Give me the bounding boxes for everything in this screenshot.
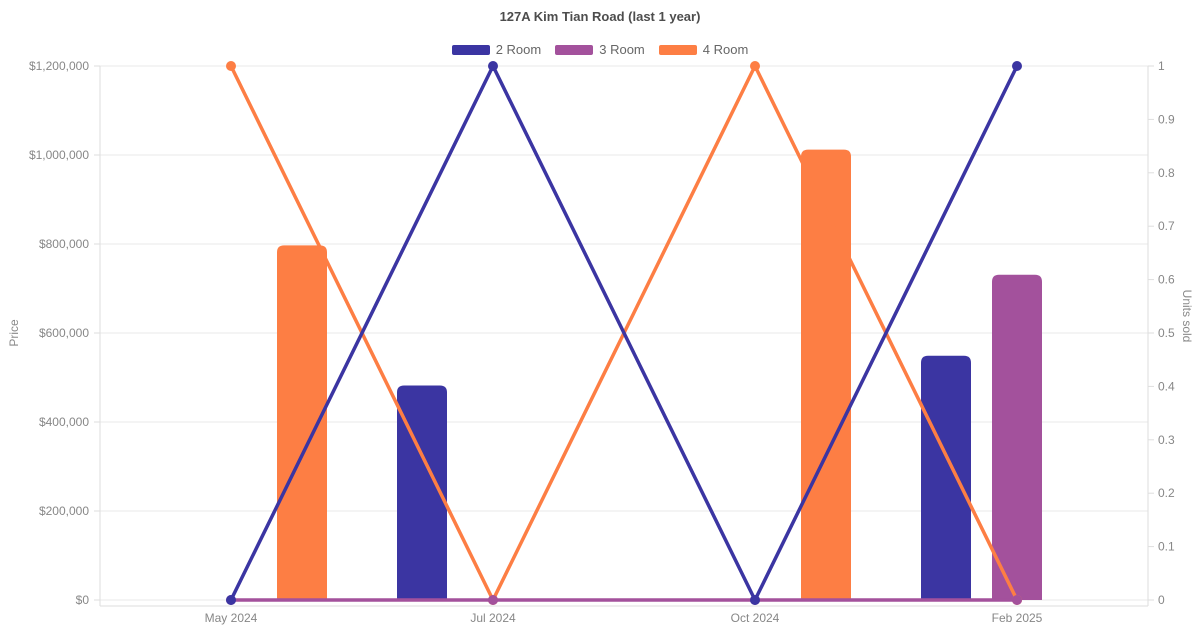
- point-4-room-oct-2024[interactable]: [750, 61, 760, 71]
- left-axis-tick-label: $0: [76, 593, 90, 607]
- right-axis-tick-label: 0: [1158, 593, 1165, 607]
- legend-label: 4 Room: [702, 42, 749, 57]
- x-axis-tick-label: May 2024: [205, 611, 258, 625]
- bar-4-room-may-2024[interactable]: [277, 245, 327, 600]
- right-axis-tick-label: 0.5: [1158, 326, 1175, 340]
- bar-3-room-feb-2025[interactable]: [992, 274, 1042, 600]
- line-2-room: [229, 64, 1019, 602]
- left-axis-tick-label: $800,000: [39, 237, 89, 251]
- x-axis-tick-label: Jul 2024: [470, 611, 516, 625]
- legend-item-2-room[interactable]: 2 Room: [451, 42, 542, 57]
- left-axis-tick-label: $600,000: [39, 326, 89, 340]
- left-axis-tick-label: $200,000: [39, 504, 89, 518]
- right-axis-tick-label: 0.4: [1158, 379, 1175, 393]
- bar-4-room-oct-2024[interactable]: [801, 149, 851, 600]
- legend-swatch-icon: [658, 44, 697, 55]
- chart-title: 127A Kim Tian Road (last 1 year): [499, 9, 701, 24]
- point-3-room-jul-2024[interactable]: [488, 595, 498, 605]
- left-axis-tick-label: $1,000,000: [29, 148, 89, 162]
- point-2-room-jul-2024[interactable]: [488, 61, 498, 71]
- right-axis-tick-label: 0.8: [1158, 166, 1175, 180]
- point-4-room-may-2024[interactable]: [226, 61, 236, 71]
- left-axis-tick-label: $1,200,000: [29, 59, 89, 73]
- x-axis-tick-label: Feb 2025: [992, 611, 1043, 625]
- legend-swatch-icon: [555, 44, 594, 55]
- x-axis-tick-label: Oct 2024: [731, 611, 780, 625]
- chart-legend: 2 Room 3 Room 4 Room: [0, 42, 1200, 57]
- bar-2-room-jul-2024[interactable]: [397, 385, 447, 600]
- right-axis-tick-label: 0.7: [1158, 219, 1175, 233]
- legend-item-3-room[interactable]: 3 Room: [555, 42, 645, 57]
- point-2-room-oct-2024[interactable]: [750, 595, 760, 605]
- point-2-room-feb-2025[interactable]: [1012, 61, 1022, 71]
- right-axis-tick-label: 0.9: [1158, 112, 1175, 126]
- legend-item-4-room[interactable]: 4 Room: [658, 42, 749, 57]
- right-axis-tick-label: 0.6: [1158, 273, 1175, 287]
- legend-label: 3 Room: [599, 42, 645, 57]
- right-axis-tick-label: 0.1: [1158, 540, 1175, 554]
- point-3-room-feb-2025[interactable]: [1012, 595, 1022, 605]
- left-axis-tick-label: $400,000: [39, 415, 89, 429]
- legend-label: 2 Room: [495, 42, 542, 57]
- right-axis-tick-label: 1: [1158, 59, 1165, 73]
- point-2-room-may-2024[interactable]: [226, 595, 236, 605]
- legend-swatch-icon: [451, 44, 490, 55]
- right-axis-tick-label: 0.2: [1158, 486, 1175, 500]
- bar-2-room-feb-2025[interactable]: [921, 355, 971, 600]
- right-axis-tick-label: 0.3: [1158, 433, 1175, 447]
